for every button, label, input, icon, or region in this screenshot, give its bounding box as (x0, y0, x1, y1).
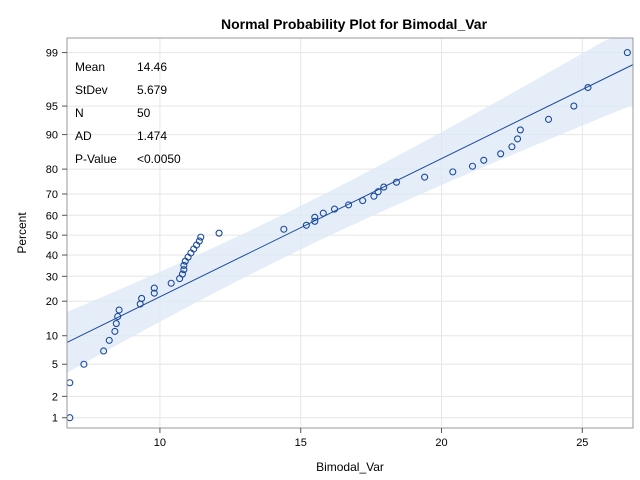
data-point (195, 237, 203, 245)
stat-label: AD (75, 129, 92, 143)
data-point (497, 150, 505, 158)
data-point (215, 229, 223, 237)
data-point (319, 209, 327, 217)
data-point (374, 188, 382, 196)
data-point (180, 261, 188, 269)
data-point (584, 83, 592, 92)
stat-label: Mean (75, 60, 105, 74)
y-tick-label: 40 (46, 250, 58, 262)
data-point (280, 225, 288, 233)
stat-value: 5.679 (137, 83, 167, 97)
data-point (421, 173, 429, 181)
y-tick-label: 60 (46, 210, 58, 222)
data-point (359, 197, 367, 205)
x-tick-label: 10 (154, 437, 166, 449)
y-tick-label: 95 (46, 101, 58, 113)
data-point (516, 126, 524, 134)
x-tick-label: 15 (295, 437, 307, 449)
data-point (100, 347, 108, 355)
data-point (370, 192, 378, 200)
data-point (380, 183, 388, 191)
data-point (167, 279, 175, 287)
data-point (80, 360, 88, 368)
stat-value: 14.46 (137, 60, 167, 74)
y-tick-label: 99 (46, 48, 58, 60)
stat-value: 1.474 (137, 129, 167, 143)
data-point (468, 162, 477, 170)
y-axis-label: Percent (15, 212, 29, 254)
y-tick-label: 20 (46, 296, 58, 308)
y-tick-label: 70 (46, 189, 58, 201)
data-point (449, 168, 457, 176)
y-tick-label: 1 (52, 413, 58, 425)
stat-value: 50 (137, 106, 151, 120)
data-point (150, 289, 158, 297)
plot-frame (66, 37, 634, 429)
confidence-band (67, 38, 633, 373)
statistics-inset: Mean 14.46 StDev 5.679 N 50 AD 1.474 P-Value <0.0… (75, 60, 181, 166)
data-point (480, 156, 488, 164)
y-tick-label: 50 (46, 230, 58, 242)
data-point (115, 306, 123, 314)
data-point (178, 270, 187, 278)
data-point (197, 233, 205, 241)
data-point (311, 213, 319, 221)
y-tick-label: 90 (46, 130, 58, 142)
chart-title: Normal Probability Plot for Bimodal_Var (221, 16, 488, 32)
data-point (508, 143, 516, 151)
stat-value: <0.0050 (137, 152, 181, 166)
data-point (111, 327, 119, 335)
stat-label: N (75, 106, 84, 120)
y-tick-label: 5 (52, 359, 58, 371)
stat-label: StDev (75, 83, 108, 97)
data-point (345, 201, 353, 209)
data-point (311, 217, 319, 225)
data-point (138, 294, 146, 302)
x-tick-label: 20 (435, 437, 447, 449)
stat-label: P-Value (75, 152, 117, 166)
data-point (112, 320, 120, 328)
x-tick-label: 25 (576, 437, 588, 449)
data-point (114, 312, 122, 321)
data-point (150, 284, 158, 292)
y-tick-label: 80 (46, 164, 58, 176)
fitted-line (66, 64, 634, 343)
data-point (544, 115, 553, 123)
y-tick-label: 10 (46, 331, 58, 343)
data-point (330, 205, 339, 213)
y-tick-label: 2 (52, 391, 58, 403)
data-point (302, 221, 310, 229)
data-point (570, 102, 578, 110)
data-point (392, 178, 401, 186)
data-point (623, 49, 631, 57)
data-point (513, 135, 522, 143)
data-point (105, 336, 113, 344)
data-point (66, 379, 74, 387)
x-axis-label: Bimodal_Var (316, 460, 384, 474)
data-point (180, 266, 188, 274)
y-tick-label: 30 (46, 271, 58, 283)
